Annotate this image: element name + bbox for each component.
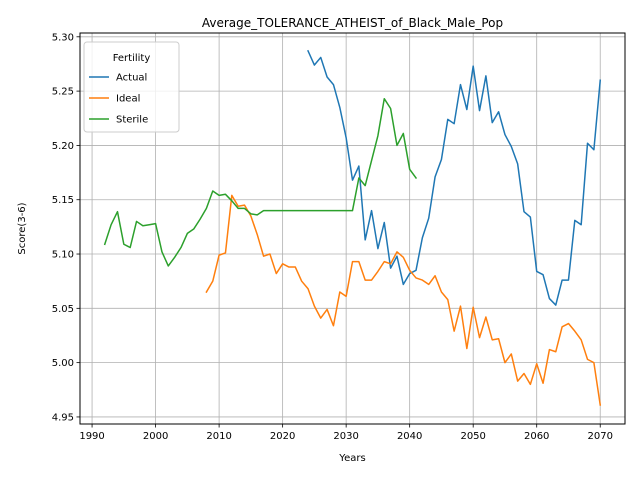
x-tick-label: 2030 xyxy=(333,431,358,442)
legend: Fertility Actual Ideal Sterile xyxy=(83,41,180,133)
legend-box xyxy=(83,41,180,133)
x-tick-label: 2050 xyxy=(460,431,485,442)
legend-title: Fertility xyxy=(113,53,151,64)
x-tick-label: 2000 xyxy=(143,431,168,442)
x-tick-label: 2010 xyxy=(206,431,231,442)
y-axis-ticks: 4.95 5.00 5.05 5.10 5.15 5.20 5.25 5.30 xyxy=(52,32,80,423)
y-tick-label: 4.95 xyxy=(52,412,74,423)
y-tick-label: 5.10 xyxy=(52,250,74,261)
x-tick-label: 1990 xyxy=(79,431,104,442)
series-line-sterile xyxy=(103,97,418,267)
x-axis-label: Years xyxy=(338,453,365,464)
legend-label-ideal: Ideal xyxy=(116,94,140,105)
x-axis-ticks: 1990 2000 2010 2020 2030 2040 2050 2060 2070 xyxy=(79,424,613,442)
x-tick-label: 2020 xyxy=(270,431,295,442)
legend-label-sterile: Sterile xyxy=(116,115,148,126)
legend-label-actual: Actual xyxy=(116,73,147,84)
y-tick-label: 5.00 xyxy=(52,358,74,369)
x-tick-label: 2040 xyxy=(397,431,422,442)
y-tick-label: 5.15 xyxy=(52,195,74,206)
y-tick-label: 5.25 xyxy=(52,87,74,98)
chart-title: Average_TOLERANCE_ATHEIST_of_Black_Male_… xyxy=(202,16,503,30)
grid xyxy=(80,33,625,424)
y-tick-label: 5.30 xyxy=(52,32,74,43)
plot-frame xyxy=(79,32,626,425)
x-tick-label: 2070 xyxy=(588,431,613,442)
y-axis-label: Score(3-6) xyxy=(17,202,28,254)
series-line-ideal xyxy=(205,194,602,406)
x-tick-label: 2060 xyxy=(524,431,549,442)
y-tick-label: 5.05 xyxy=(52,304,74,315)
series-line-actual xyxy=(307,49,602,306)
series-layer xyxy=(103,49,602,406)
legend-items: Actual Ideal Sterile xyxy=(89,73,148,126)
y-tick-label: 5.20 xyxy=(52,141,74,152)
